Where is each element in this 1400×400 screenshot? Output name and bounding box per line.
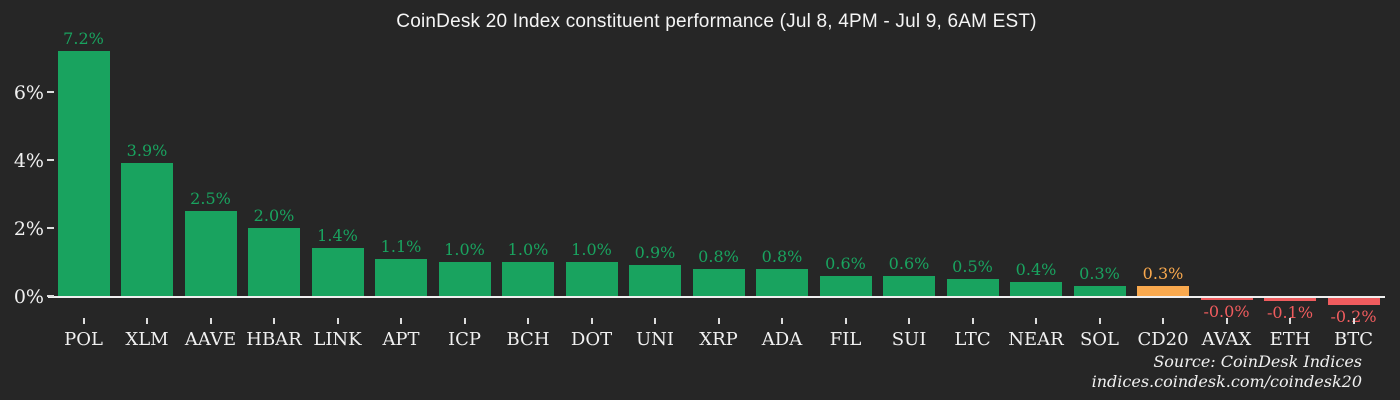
y-tick-label: 6% xyxy=(13,82,44,104)
x-axis-line xyxy=(48,296,1385,298)
bar-value-label: 2.5% xyxy=(190,189,231,208)
bar-link xyxy=(311,248,364,296)
bar-value-label: -0.0% xyxy=(1203,301,1250,321)
x-tick-label-icp: ICP xyxy=(448,329,481,350)
x-tick-label-dot: DOT xyxy=(570,329,613,350)
source-line: Source: CoinDesk Indices xyxy=(1153,352,1362,371)
x-tick-label-avax: AVAX xyxy=(1201,329,1252,350)
bar-uni xyxy=(629,265,681,296)
x-tick-mark xyxy=(1035,318,1037,324)
bar-value-label: 1.0% xyxy=(444,240,485,259)
bar-value-label: 7.2% xyxy=(63,29,104,49)
x-tick-label-xlm: XLM xyxy=(125,329,169,350)
bar-value-label: 0.6% xyxy=(888,253,930,273)
bar-pol xyxy=(57,51,110,296)
source-url: indices.coindesk.com/coindesk20 xyxy=(1091,372,1362,391)
x-tick-mark xyxy=(400,318,402,324)
x-tick-label-cd20: CD20 xyxy=(1137,329,1189,350)
bar-sui xyxy=(883,275,935,296)
y-tick-mark xyxy=(47,227,54,229)
bar-value-label: -0.1% xyxy=(1266,303,1314,323)
x-tick-label-xrp: XRP xyxy=(699,329,738,350)
x-tick-label-pol: POL xyxy=(64,329,103,350)
x-tick-mark xyxy=(463,318,466,324)
y-tick-label: 4% xyxy=(13,150,44,172)
x-tick-mark xyxy=(971,318,974,324)
bar-value-label: 0.3% xyxy=(1079,263,1120,283)
bar-xrp xyxy=(692,268,745,296)
bar-cd20 xyxy=(1137,285,1189,296)
x-tick-mark xyxy=(781,318,783,324)
x-tick-mark xyxy=(844,318,847,324)
x-tick-mark xyxy=(336,318,339,324)
bar-apt xyxy=(375,258,427,296)
x-tick-label-aave: AAVE xyxy=(184,329,237,350)
x-tick-label-hbar: HBAR xyxy=(246,329,302,350)
x-tick-mark xyxy=(908,318,910,324)
bar-value-label: 0.6% xyxy=(825,253,866,273)
bar-xlm xyxy=(121,163,173,296)
chart-title: CoinDesk 20 Index constituent performanc… xyxy=(396,11,1037,32)
x-tick-mark xyxy=(527,318,529,324)
bar-value-label: 0.9% xyxy=(634,243,676,263)
bar-value-label: 0.4% xyxy=(1015,260,1057,280)
bar-dot xyxy=(565,262,618,296)
y-tick-mark xyxy=(47,91,54,93)
bar-avax xyxy=(1200,298,1253,300)
x-tick-mark xyxy=(717,318,720,324)
x-tick-label-near: NEAR xyxy=(1008,329,1064,350)
bar-bch xyxy=(502,262,554,296)
bar-hbar xyxy=(248,228,300,296)
bar-fil xyxy=(819,275,872,296)
bar-value-label: 0.5% xyxy=(952,257,993,276)
bar-value-label: 2.0% xyxy=(253,206,295,225)
y-tick-mark xyxy=(47,159,54,161)
x-tick-label-fil: FIL xyxy=(829,329,862,350)
x-tick-mark xyxy=(1289,318,1291,324)
bar-value-label: 1.1% xyxy=(380,236,422,256)
x-tick-label-btc: BTC xyxy=(1333,329,1373,350)
x-tick-mark xyxy=(82,318,85,324)
x-tick-label-sol: SOL xyxy=(1079,329,1120,350)
y-tick-label: 2% xyxy=(13,218,44,240)
bar-icp xyxy=(438,262,491,296)
bar-aave xyxy=(184,211,237,296)
x-tick-mark xyxy=(1162,318,1164,324)
bar-value-label: 1.4% xyxy=(317,226,358,246)
y-tick-mark xyxy=(47,295,54,297)
bar-value-label: 3.9% xyxy=(126,141,168,161)
bar-ada xyxy=(756,268,808,296)
x-tick-mark xyxy=(1352,318,1355,324)
bar-value-label: 1.0% xyxy=(507,240,549,259)
x-tick-label-apt: APT xyxy=(382,329,420,350)
bar-ltc xyxy=(946,279,999,296)
bar-value-label: 0.3% xyxy=(1142,263,1184,283)
x-tick-mark xyxy=(209,318,212,324)
bar-value-label: -0.2% xyxy=(1330,306,1377,326)
x-tick-label-sui: SUI xyxy=(891,329,927,350)
bar-near xyxy=(1010,282,1062,296)
source-attribution: Source: CoinDesk Indices indices.coindes… xyxy=(1092,352,1362,392)
bar-value-label: 1.0% xyxy=(571,240,612,259)
x-tick-label-ltc: LTC xyxy=(954,329,991,350)
x-tick-mark xyxy=(654,318,656,324)
bar-value-label: 0.8% xyxy=(761,246,803,266)
x-tick-label-uni: UNI xyxy=(635,329,675,350)
x-tick-label-bch: BCH xyxy=(506,329,550,350)
y-tick-label: 0% xyxy=(13,286,44,308)
x-tick-mark xyxy=(1098,318,1101,324)
bar-btc xyxy=(1327,298,1380,305)
x-tick-mark xyxy=(273,318,275,324)
bar-eth xyxy=(1264,298,1316,302)
x-tick-label-link: LINK xyxy=(313,329,362,350)
x-tick-mark xyxy=(1225,318,1228,324)
x-tick-label-eth: ETH xyxy=(1269,329,1311,350)
x-tick-mark xyxy=(146,318,148,324)
bar-value-label: 0.8% xyxy=(698,246,739,266)
x-tick-mark xyxy=(590,318,593,324)
bar-sol xyxy=(1073,285,1126,296)
x-tick-label-ada: ADA xyxy=(761,329,803,350)
